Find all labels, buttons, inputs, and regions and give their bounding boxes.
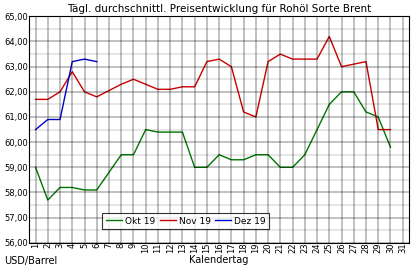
Nov 19 — [327, 35, 332, 38]
Nov 19 — [57, 90, 62, 93]
Okt 19 — [241, 158, 246, 161]
Legend: Okt 19, Nov 19, Dez 19: Okt 19, Nov 19, Dez 19 — [102, 213, 269, 229]
Nov 19 — [45, 98, 50, 101]
Nov 19 — [143, 83, 148, 86]
Line: Okt 19: Okt 19 — [36, 92, 390, 200]
Nov 19 — [253, 115, 258, 119]
Okt 19 — [351, 90, 356, 93]
Nov 19 — [217, 58, 222, 61]
Okt 19 — [229, 158, 234, 161]
Nov 19 — [278, 52, 283, 56]
Okt 19 — [119, 153, 124, 156]
Okt 19 — [363, 110, 368, 114]
Okt 19 — [94, 188, 99, 192]
Okt 19 — [57, 186, 62, 189]
Dez 19 — [70, 60, 75, 63]
Dez 19 — [82, 58, 87, 61]
Nov 19 — [131, 78, 136, 81]
Okt 19 — [180, 130, 185, 134]
Nov 19 — [388, 128, 393, 131]
Okt 19 — [131, 153, 136, 156]
Nov 19 — [290, 58, 295, 61]
Okt 19 — [45, 199, 50, 202]
Nov 19 — [119, 83, 124, 86]
Text: USD/Barrel: USD/Barrel — [4, 256, 57, 266]
Okt 19 — [192, 166, 197, 169]
Okt 19 — [278, 166, 283, 169]
Nov 19 — [302, 58, 307, 61]
Dez 19 — [45, 118, 50, 121]
Nov 19 — [363, 60, 368, 63]
Okt 19 — [82, 188, 87, 192]
Okt 19 — [253, 153, 258, 156]
X-axis label: Kalendertag: Kalendertag — [190, 255, 249, 265]
Nov 19 — [180, 85, 185, 89]
Okt 19 — [168, 130, 173, 134]
Nov 19 — [82, 90, 87, 93]
Okt 19 — [315, 128, 320, 131]
Nov 19 — [70, 70, 75, 73]
Nov 19 — [192, 85, 197, 89]
Okt 19 — [143, 128, 148, 131]
Nov 19 — [33, 98, 38, 101]
Title: Tägl. durchschnittl. Preisentwicklung für Rohöl Sorte Brent: Tägl. durchschnittl. Preisentwicklung fü… — [67, 4, 371, 14]
Okt 19 — [339, 90, 344, 93]
Dez 19 — [33, 128, 38, 131]
Okt 19 — [33, 166, 38, 169]
Dez 19 — [94, 60, 99, 63]
Nov 19 — [241, 110, 246, 114]
Nov 19 — [266, 60, 271, 63]
Okt 19 — [302, 153, 307, 156]
Nov 19 — [376, 128, 381, 131]
Line: Dez 19: Dez 19 — [36, 59, 97, 130]
Okt 19 — [217, 153, 222, 156]
Line: Nov 19: Nov 19 — [36, 37, 390, 130]
Nov 19 — [204, 60, 209, 63]
Okt 19 — [70, 186, 75, 189]
Okt 19 — [266, 153, 271, 156]
Okt 19 — [204, 166, 209, 169]
Okt 19 — [327, 103, 332, 106]
Nov 19 — [94, 95, 99, 98]
Nov 19 — [168, 88, 173, 91]
Dez 19 — [57, 118, 62, 121]
Nov 19 — [155, 88, 160, 91]
Okt 19 — [290, 166, 295, 169]
Okt 19 — [388, 146, 393, 149]
Nov 19 — [339, 65, 344, 68]
Okt 19 — [155, 130, 160, 134]
Okt 19 — [376, 115, 381, 119]
Nov 19 — [229, 65, 234, 68]
Nov 19 — [315, 58, 320, 61]
